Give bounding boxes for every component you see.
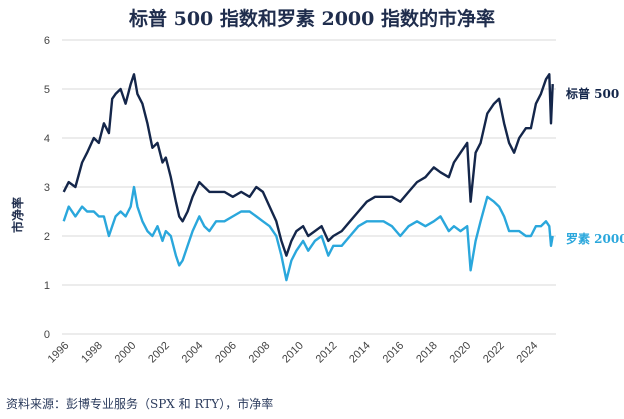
source-note: 资料来源：彭博专业服务（SPX 和 RTY），市净率 bbox=[6, 396, 273, 411]
x-tick-label: 2002 bbox=[146, 340, 172, 366]
series-line-sp500 bbox=[62, 73, 554, 257]
x-tick-label: 2000 bbox=[113, 340, 139, 366]
x-tick-label: 2004 bbox=[180, 340, 206, 366]
x-tick-label: 2020 bbox=[448, 340, 474, 366]
y-axis-ticks: 0 1 2 3 4 5 6 bbox=[44, 35, 50, 341]
x-tick-label: 2006 bbox=[213, 340, 239, 366]
x-tick-label: 2014 bbox=[347, 340, 373, 366]
y-axis-label: 市净率 bbox=[10, 197, 25, 233]
series-label-sp500: 标普 500 bbox=[565, 86, 619, 101]
series-line-russell2000 bbox=[62, 185, 554, 282]
y-tick-label: 0 bbox=[44, 329, 50, 341]
y-tick-label: 2 bbox=[44, 231, 50, 243]
y-tick-label: 6 bbox=[44, 35, 50, 47]
x-tick-label: 2008 bbox=[247, 340, 273, 366]
x-tick-label: 2010 bbox=[280, 340, 306, 366]
series-label-russell2000: 罗素 2000 bbox=[566, 231, 624, 246]
x-tick-label: 2016 bbox=[381, 340, 407, 366]
x-tick-label: 2012 bbox=[314, 340, 340, 366]
x-axis-ticks: 1996 1998 2000 2002 2004 2006 2008 2010 2012 2014… bbox=[46, 340, 541, 366]
x-tick-label: 2024 bbox=[515, 340, 541, 366]
x-tick-label: 1998 bbox=[79, 340, 105, 366]
series-lines bbox=[62, 73, 554, 282]
x-tick-label: 1996 bbox=[46, 340, 72, 366]
chart-title: 标普 500 指数和罗素 2000 指数的市净率 bbox=[129, 7, 495, 30]
y-tick-label: 5 bbox=[44, 84, 50, 96]
x-tick-label: 2022 bbox=[481, 340, 507, 366]
y-tick-label: 4 bbox=[44, 133, 50, 145]
y-tick-label: 3 bbox=[44, 182, 50, 194]
y-tick-label: 1 bbox=[44, 280, 50, 292]
x-tick-label: 2018 bbox=[414, 340, 440, 366]
